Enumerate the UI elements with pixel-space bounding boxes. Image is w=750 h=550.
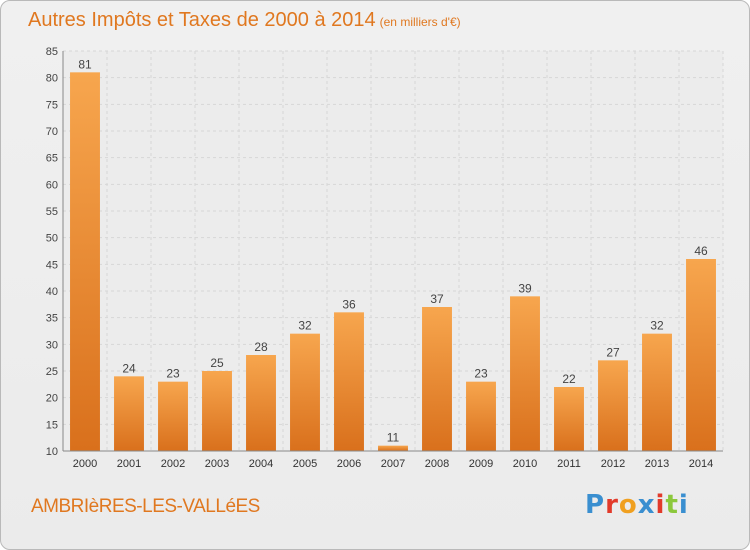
- data-label: 23: [474, 367, 488, 381]
- x-tick-label: 2007: [381, 458, 405, 470]
- data-label: 81: [78, 57, 92, 71]
- bar-2013: [642, 333, 672, 451]
- y-tick-label: 70: [46, 126, 58, 138]
- data-label: 39: [518, 281, 532, 295]
- x-tick-label: 2009: [469, 458, 493, 470]
- proxiti-logo: Proxiti: [585, 490, 689, 520]
- y-tick-label: 85: [46, 46, 58, 58]
- bar-2001: [114, 376, 144, 451]
- y-tick-label: 15: [46, 419, 58, 431]
- bar-2007: [378, 445, 408, 451]
- data-label: 36: [342, 297, 356, 311]
- logo-letter: x: [637, 490, 656, 520]
- bar-2014: [686, 259, 716, 451]
- bar-2009: [466, 381, 496, 451]
- y-tick-label: 30: [46, 339, 58, 351]
- data-label: 11: [387, 431, 400, 445]
- bar-2004: [246, 355, 276, 451]
- y-tick-label: 25: [46, 366, 58, 378]
- chart-title: Autres Impôts et Taxes de 2000 à 2014 (en…: [28, 9, 461, 31]
- logo-letter: o: [618, 490, 638, 520]
- x-tick-label: 2010: [513, 458, 537, 470]
- y-tick-label: 20: [46, 393, 58, 405]
- chart-subtitle: (en milliers d'€): [379, 15, 461, 29]
- logo-letter: r: [605, 490, 619, 520]
- bar-2008: [422, 307, 452, 451]
- bar-2003: [202, 371, 232, 451]
- data-label: 32: [650, 319, 664, 333]
- x-tick-label: 2008: [425, 458, 449, 470]
- x-tick-label: 2000: [73, 458, 97, 470]
- x-tick-label: 2001: [117, 458, 141, 470]
- y-tick-label: 80: [46, 73, 58, 85]
- y-tick-label: 60: [46, 179, 58, 191]
- data-label: 23: [166, 367, 180, 381]
- logo-letter: t: [665, 490, 679, 520]
- bar-2012: [598, 360, 628, 451]
- y-tick-label: 45: [46, 259, 58, 271]
- y-tick-label: 55: [46, 206, 58, 218]
- bar-2005: [290, 333, 320, 451]
- data-label: 24: [122, 361, 136, 375]
- x-tick-label: 2012: [601, 458, 625, 470]
- commune-name: AMBRIèRES-LES-VALLéES: [31, 496, 260, 517]
- y-tick-label: 35: [46, 313, 58, 325]
- y-tick-label: 10: [46, 446, 58, 458]
- bar-2000: [70, 72, 100, 451]
- x-tick-label: 2004: [249, 458, 273, 470]
- x-tick-label: 2011: [557, 458, 581, 470]
- data-label: 37: [430, 292, 444, 306]
- y-tick-label: 75: [46, 99, 58, 111]
- x-tick-label: 2002: [161, 458, 185, 470]
- bar-2002: [158, 381, 188, 451]
- bar-2011: [554, 387, 584, 451]
- bar-2006: [334, 312, 364, 451]
- data-label: 27: [606, 345, 620, 359]
- logo-letter: i: [655, 490, 666, 520]
- data-label: 25: [210, 356, 224, 370]
- x-tick-label: 2006: [337, 458, 361, 470]
- data-label: 22: [562, 372, 576, 386]
- y-tick-label: 65: [46, 153, 58, 165]
- y-tick-label: 40: [46, 286, 58, 298]
- y-tick-label: 50: [46, 233, 58, 245]
- bar-2010: [510, 296, 540, 451]
- x-tick-label: 2005: [293, 458, 317, 470]
- x-tick-label: 2014: [689, 458, 713, 470]
- data-label: 28: [254, 340, 268, 354]
- x-tick-label: 2013: [645, 458, 669, 470]
- logo-letter: i: [678, 490, 689, 520]
- data-label: 32: [298, 319, 312, 333]
- logo-letter: P: [585, 490, 606, 520]
- data-label: 46: [694, 244, 708, 258]
- x-tick-label: 2003: [205, 458, 229, 470]
